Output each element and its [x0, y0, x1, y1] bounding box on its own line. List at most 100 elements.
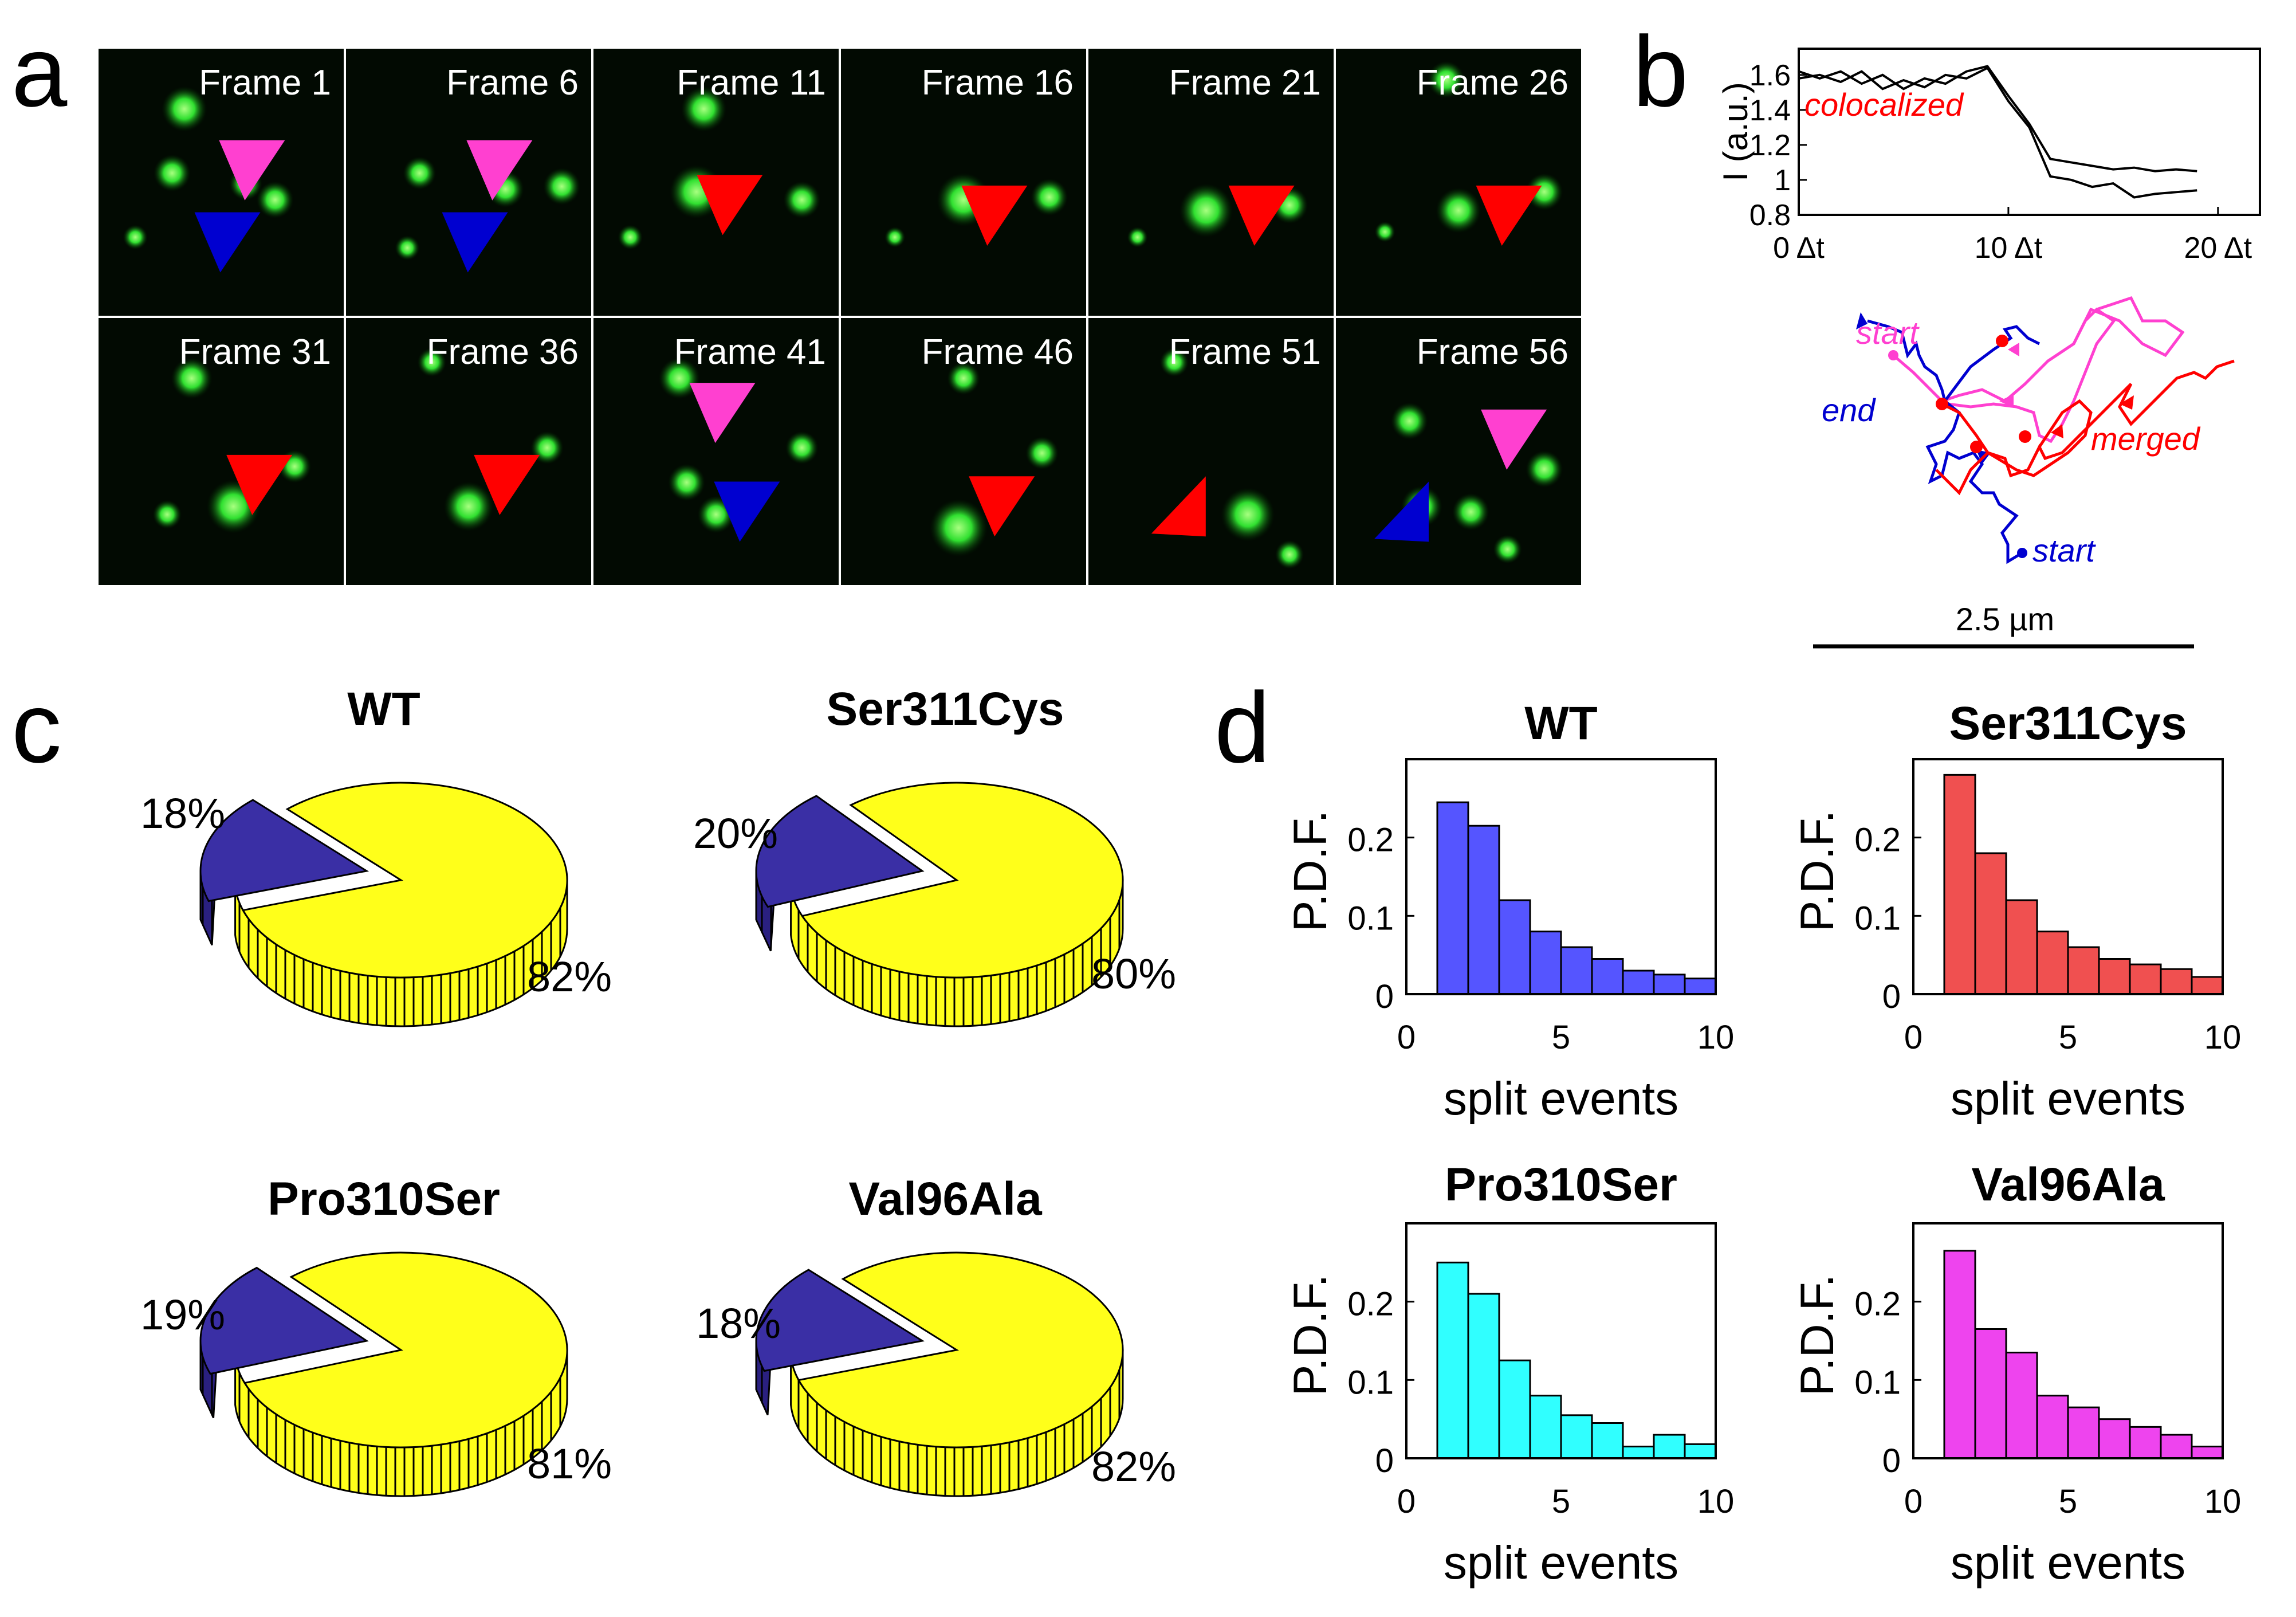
histogram-bar — [2067, 946, 2100, 995]
fluorescent-spot — [417, 348, 446, 377]
ytick-label: 0.2 — [1854, 1286, 1901, 1323]
arrow-marker — [1481, 409, 1547, 470]
histogram-xlabel: split events — [1951, 1537, 2185, 1589]
red-track-loop — [1935, 399, 2093, 496]
histogram-wt: WT 0 0.1 0.2 0 5 10 split events P.D.F. — [1284, 697, 1734, 1125]
fluorescent-spot — [1179, 183, 1233, 238]
fluorescent-spot — [395, 235, 420, 261]
xtick-label: 0 — [1904, 1019, 1922, 1056]
pink-arrowhead-2 — [2008, 343, 2019, 356]
ytick-label: 0.2 — [1347, 822, 1394, 859]
frame-7: Frame 31 — [99, 318, 344, 585]
pie-slice-small — [755, 1269, 925, 1372]
xtick-label: 20 Δt — [2184, 231, 2252, 265]
blue-track-branch — [1944, 325, 2041, 402]
xtick-label: 10 — [1697, 1483, 1735, 1520]
fluorescent-spot — [618, 225, 643, 250]
histogram-bar — [2160, 968, 2193, 995]
pie-label-large: 81% — [527, 1440, 612, 1488]
arrow-marker — [697, 175, 763, 236]
intensity-ylabel: I (a.u.) — [1716, 82, 1755, 181]
fluorescent-spot — [681, 86, 727, 132]
xtick-label: 5 — [2059, 1483, 2077, 1520]
panel-letter-a: a — [11, 16, 68, 128]
pie-slice-large — [797, 1251, 1124, 1449]
histogram-title: Pro310Ser — [1445, 1159, 1677, 1211]
pie-title: WT — [347, 683, 420, 735]
frame-12: Frame 56 — [1336, 318, 1581, 585]
histogram-bar — [2067, 1406, 2100, 1459]
ytick-label: 1.4 — [1749, 94, 1791, 127]
pie-label-large: 82% — [1091, 1443, 1176, 1490]
scalebar-label: 2.5 µm — [1956, 601, 2054, 637]
red-arrowhead-2 — [2051, 424, 2063, 438]
track-label-end: end — [1822, 392, 1876, 428]
frame-1: Frame 1 — [99, 49, 344, 316]
pie-charts: WT 18% 82% Ser311Cys 20% 80% Pro310Ser 19% 81% Va… — [140, 683, 1176, 1497]
histogram-ylabel: P.D.F. — [1284, 810, 1336, 932]
pie-slice-large — [800, 782, 1124, 979]
pie-val96ala: Val96Ala 18% 82% — [696, 1173, 1176, 1497]
histogram-bar — [1974, 852, 2007, 995]
fluorescent-spot — [947, 362, 980, 395]
fluorescent-spot — [658, 358, 700, 399]
histogram-bar — [1684, 978, 1717, 995]
fluorescent-spot — [1031, 178, 1068, 216]
intensity-trace-1 — [1798, 65, 2197, 172]
pie-label-small: 18% — [696, 1300, 781, 1347]
merge-dot-3 — [1970, 441, 1983, 453]
pink-start-dot — [1888, 350, 1898, 360]
trajectory-plot: start end merged start 2.5 µm — [1813, 296, 2235, 649]
arrow-marker — [1476, 185, 1542, 246]
frame-label: Frame 26 — [1417, 63, 1568, 103]
histogram-bar — [2191, 1446, 2224, 1459]
frame-5: Frame 21 — [1088, 49, 1334, 316]
frame-label: Frame 16 — [922, 63, 1074, 103]
fluorescent-spot — [1436, 187, 1481, 233]
ytick-label: 1.6 — [1749, 59, 1791, 92]
intensity-xticks: 0 Δt 10 Δt 20 Δt — [1773, 207, 2252, 265]
frame-label: Frame 56 — [1417, 332, 1568, 372]
histogram-bar — [1653, 1434, 1686, 1459]
histogram-bar — [1529, 931, 1562, 995]
ytick-label: 0 — [1375, 1442, 1394, 1479]
histogram-val96ala: Val96Ala 0 0.1 0.2 0 5 10 split events P.D.F. — [1791, 1159, 2241, 1589]
ytick-label: 0 — [1882, 978, 1901, 1015]
pie-label-large: 80% — [1091, 950, 1176, 998]
pie-title: Val96Ala — [848, 1173, 1043, 1225]
merge-dot-2 — [1996, 335, 2008, 347]
histogram-bar — [2005, 1352, 2038, 1459]
pink-track — [1892, 307, 2116, 444]
fluorescent-spot — [1025, 436, 1059, 470]
arrow-marker — [969, 476, 1035, 537]
xtick-label: 0 — [1904, 1483, 1922, 1520]
histogram-title: Val96Ala — [1971, 1159, 2165, 1211]
histogram-bar — [1498, 1359, 1531, 1459]
ytick-label: 0.1 — [1854, 1364, 1901, 1401]
frame-label: Frame 31 — [179, 332, 331, 372]
xtick-label: 0 — [1397, 1483, 1416, 1520]
arrow-marker — [226, 454, 293, 515]
histogram-ylabel: P.D.F. — [1791, 1274, 1843, 1396]
ytick-label: 0 — [1375, 978, 1394, 1015]
fluorescent-spot — [785, 431, 819, 465]
arrow-marker — [1228, 185, 1295, 246]
ytick-label: 1.2 — [1749, 129, 1791, 162]
pie-slice-small — [199, 1266, 369, 1375]
histogram-bar — [2129, 963, 2162, 995]
ytick-label: 1 — [1774, 164, 1791, 197]
histogram-bar — [2098, 1418, 2131, 1459]
histogram-bar — [1684, 1443, 1717, 1459]
ytick-label: 0.2 — [1854, 822, 1901, 859]
track-label-merged: merged — [2091, 421, 2201, 457]
intensity-plot: I (a.u.) 1.61.41.210.8 0 Δt 10 Δt 20 Δt co… — [1716, 48, 2261, 265]
xtick-label: 10 — [2204, 1019, 2242, 1056]
ytick-label: 0.2 — [1347, 1286, 1394, 1323]
histogram-bar — [1591, 1422, 1624, 1459]
fluorescent-spot — [1374, 221, 1395, 242]
intensity-trace-2 — [1798, 66, 2197, 199]
fluorescent-spot — [1526, 173, 1563, 211]
pie-pro310ser: Pro310Ser 19% 81% — [140, 1173, 612, 1497]
frame-3: Frame 11 — [593, 49, 839, 316]
histogram-bar — [1560, 946, 1593, 995]
